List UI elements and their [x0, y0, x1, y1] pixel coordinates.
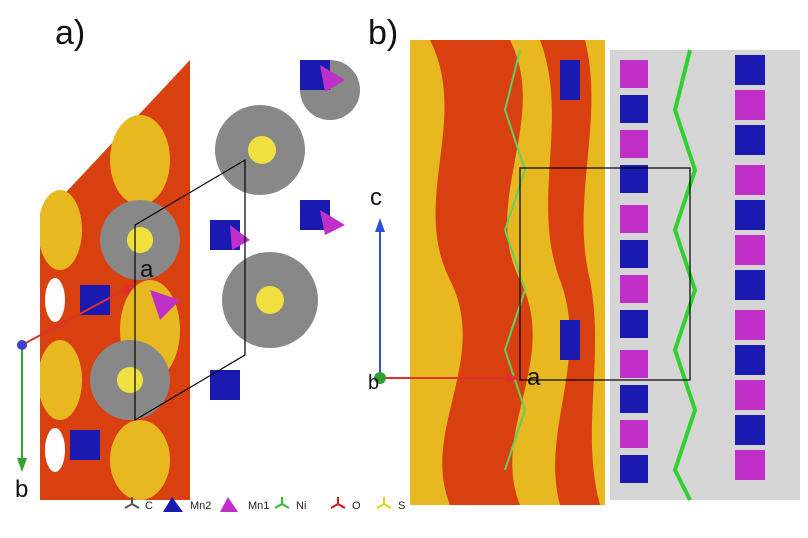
legend-mn2: Mn2: [190, 500, 212, 512]
axis-b-label-b: b: [368, 372, 380, 394]
axis-a-label-b: a: [527, 364, 541, 391]
unit-cell-a: [134, 158, 246, 422]
legend-c: C: [145, 500, 153, 512]
legend-mn1: Mn1: [248, 500, 270, 512]
axis-a-arrow: [21, 287, 129, 346]
legend-s: S: [398, 500, 406, 512]
axis-a-label: a: [140, 256, 154, 283]
axis-c-label: c: [370, 184, 382, 211]
legend-o: O: [352, 500, 361, 512]
panel-b-label: b): [368, 14, 399, 52]
unit-cell-b: [519, 167, 691, 381]
axis-b-label: b: [15, 476, 29, 503]
legend-icons: [124, 497, 392, 512]
panel-a-structure: [40, 60, 360, 500]
panel-b-structure: [410, 40, 805, 505]
panel-a-label: a): [55, 14, 86, 52]
legend-ni: Ni: [296, 500, 307, 512]
